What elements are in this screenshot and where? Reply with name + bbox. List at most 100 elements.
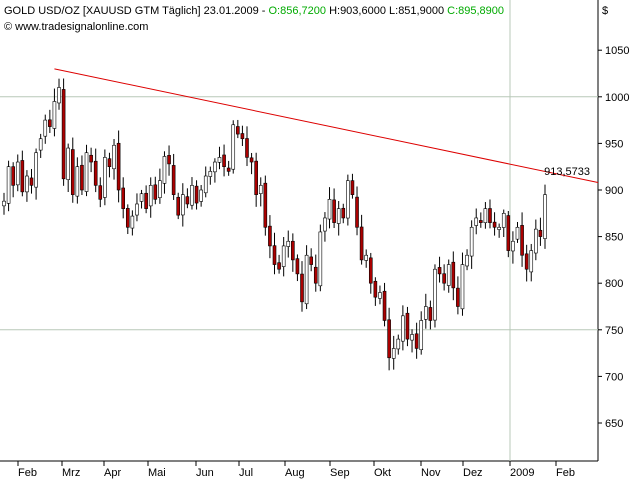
x-tick-label: Mrz [62,467,80,479]
candle-body [286,240,291,247]
candle-body [89,154,93,163]
candle-body [511,240,515,252]
candle-body [80,164,84,191]
x-tick-label: Jul [239,467,253,479]
trendline-label: 913,5733 [544,166,590,178]
candle-body [249,157,254,163]
trendline [54,68,599,184]
candle-body [483,208,488,224]
candle-body [194,185,199,204]
candle-body [318,231,323,287]
candle-body [185,196,190,205]
candle-body [488,208,492,223]
candle-body [125,208,130,228]
header: GOLD USD/OZ [XAUUSD GTM Täglich] 23.01.2… [4,5,608,33]
candle-body [382,290,387,321]
y-tick-label: 900 [605,185,623,197]
watermark: © www.tradesignalonline.com [4,21,148,33]
candle-body [153,184,158,200]
candle-body [419,320,424,350]
candle-body [15,161,20,186]
candle-body [529,250,534,273]
candle-body [167,155,171,165]
candle-body [208,171,213,177]
candle-body [414,333,419,349]
candle-body [423,306,428,320]
candle-body [336,208,341,224]
candle-body [346,180,350,219]
candle-body [38,138,43,151]
y-tick-label: 850 [605,232,623,244]
candle-body [327,199,332,220]
candle-body [61,89,66,180]
y-tick-label: 950 [605,138,623,150]
candle-body [437,267,442,275]
candle-body [52,101,57,129]
candle-body [6,166,11,204]
candle-body [323,217,327,232]
candle-body [538,229,543,237]
candle-body [304,254,309,305]
candle-body [396,338,401,350]
y-tick-label: 800 [605,278,623,290]
candle-body [524,253,529,270]
candle-body [121,187,126,209]
candle-body [359,226,364,261]
x-tick-label: Dez [463,467,483,479]
candle-body [112,144,116,170]
candle-body [277,262,281,270]
candle-body [135,203,139,216]
x-tick-label: Okt [374,467,391,479]
candle-body [405,312,410,340]
candle-body [130,215,135,229]
candle-body [116,142,121,191]
y-tick-label: 1050 [605,45,629,57]
candle-body [497,226,501,230]
candle-body [460,264,465,310]
candle-body [148,185,153,207]
candle-body [433,268,437,321]
candle-body [469,226,474,257]
candle-body [199,189,203,202]
candle-body [226,167,231,172]
candle-body [515,226,520,240]
candle-body [479,220,483,223]
candle-body [364,254,368,261]
y-tick-label: 650 [605,418,623,430]
candle-body [391,348,396,359]
candle-body [75,166,80,197]
candle-body [506,215,511,251]
candle-body [139,193,144,202]
candle-body [29,177,34,186]
candle-body [368,257,373,284]
candle-body [217,157,222,163]
candle-body [20,160,25,193]
header-high: H:903,6000 [329,5,386,17]
currency-label: $ [602,5,608,17]
header-close: C:895,8900 [447,5,504,17]
x-tick-label: Feb [18,467,37,479]
candle-body [446,264,451,286]
candle-body [295,258,300,275]
candle-body [268,225,272,247]
candle-body [355,196,359,228]
candle-body [11,166,15,186]
x-tick-label: Apr [104,467,121,479]
candle-body [373,280,378,298]
candle-body [534,228,538,254]
candle-body [254,160,258,195]
candle-body [222,154,226,168]
candle-body [236,126,240,135]
candle-body [401,315,405,342]
candle-body [158,180,162,198]
candle-body [263,182,268,228]
candle-body [25,175,29,193]
y-tick-label: 1000 [605,92,629,104]
candle-body [176,196,181,216]
candle-body [350,180,355,195]
header-low: L:851,9000 [389,5,444,17]
candle-body [171,165,176,195]
header-title-text: GOLD USD/OZ [XAUUSD GTM Täglich] 23.01.2… [4,5,269,17]
